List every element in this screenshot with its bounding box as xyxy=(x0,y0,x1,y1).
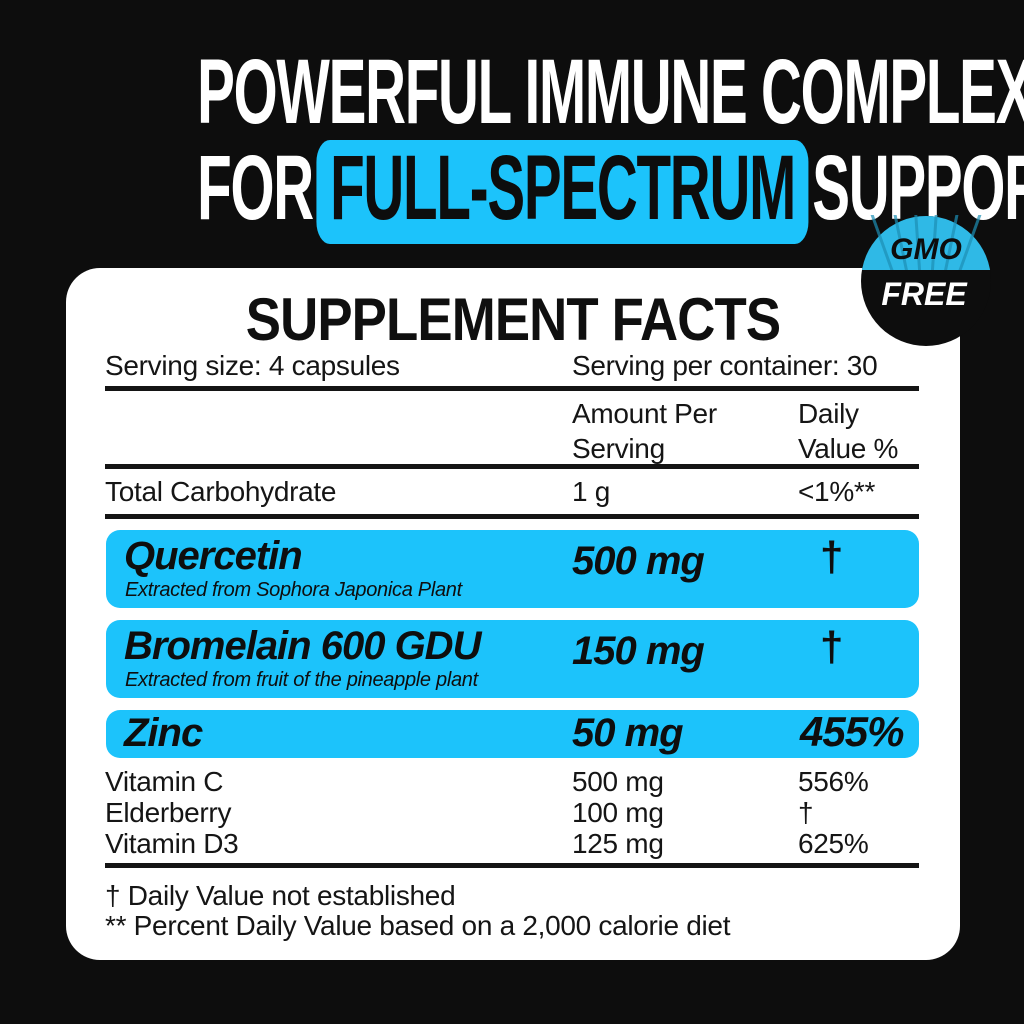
highlight-row-quercetin: Quercetin Extracted from Sophora Japonic… xyxy=(106,530,919,608)
divider xyxy=(105,514,919,519)
row-name: Total Carbohydrate xyxy=(105,476,337,507)
row-amount: 500 mg xyxy=(572,539,705,583)
row-daily: † xyxy=(820,623,843,670)
headline-line2-prefix: FOR xyxy=(197,137,314,239)
row-daily: 625% xyxy=(798,828,869,859)
highlight-row-zinc: Zinc 50 mg 455% xyxy=(106,708,919,758)
headline-line1: POWERFUL IMMUNE COMPLEX xyxy=(197,41,1024,143)
badge-top-half xyxy=(861,215,991,270)
row-name: Zinc xyxy=(124,711,203,755)
row-amount: 100 mg xyxy=(572,797,664,828)
row-name: Quercetin xyxy=(124,534,303,578)
footnote-dagger: † Daily Value not established xyxy=(105,880,456,911)
divider xyxy=(105,464,919,469)
divider xyxy=(105,386,919,391)
badge-text-gmo: GMO xyxy=(890,233,962,266)
row-daily: <1%** xyxy=(798,476,876,507)
headline-highlight: FULL-SPECTRUM xyxy=(316,140,809,244)
row-daily: 455% xyxy=(800,708,904,755)
column-header-amount: Amount Per Serving xyxy=(572,398,717,464)
row-name: Bromelain 600 GDU xyxy=(124,624,481,668)
divider xyxy=(105,863,919,868)
footnote-percent: ** Percent Daily Value based on a 2,000 … xyxy=(105,910,731,941)
row-amount: 125 mg xyxy=(572,828,664,859)
panel-title: SUPPLEMENT FACTS xyxy=(245,286,781,353)
row-amount: 50 mg xyxy=(572,711,684,755)
gmo-free-badge: GMO FREE xyxy=(861,215,991,346)
row-amount: 150 mg xyxy=(572,629,705,673)
column-header-daily: Daily Value % xyxy=(798,398,899,464)
row-amount: 1 g xyxy=(572,476,611,507)
row-name: Elderberry xyxy=(105,797,232,828)
row-amount: 500 mg xyxy=(572,766,664,797)
row-name: Vitamin D3 xyxy=(105,828,239,859)
servings-per-container: Serving per container: 30 xyxy=(572,350,878,381)
row-daily: † xyxy=(798,797,814,828)
badge-stripes xyxy=(870,215,982,270)
row-daily: 556% xyxy=(798,766,869,797)
row-description: Extracted from Sophora Japonica Plant xyxy=(125,579,462,601)
highlight-row-bromelain: Bromelain 600 GDU Extracted from fruit o… xyxy=(106,620,919,698)
badge-text-free: FREE xyxy=(881,276,968,312)
serving-size: Serving size: 4 capsules xyxy=(105,350,400,381)
row-daily: † xyxy=(820,533,843,580)
row-name: Vitamin C xyxy=(105,766,224,797)
row-description: Extracted from fruit of the pineapple pl… xyxy=(125,669,478,691)
supplement-facts-panel: SUPPLEMENT FACTS Serving size: 4 capsule… xyxy=(66,268,960,960)
